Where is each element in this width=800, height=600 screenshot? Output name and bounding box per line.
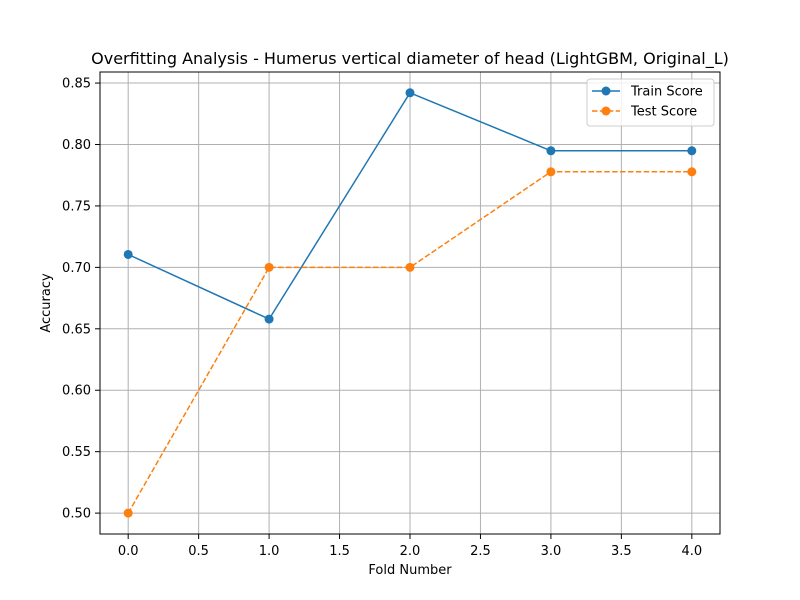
x-axis-label: Fold Number [368, 563, 452, 578]
x-tick-label: 1.0 [259, 544, 280, 559]
y-tick-label: 0.50 [62, 507, 91, 522]
train-score-point [405, 88, 415, 98]
y-tick-label: 0.60 [62, 384, 91, 399]
x-tick-label: 2.5 [470, 544, 491, 559]
train-score-point [264, 314, 274, 324]
x-axis-ticks: 0.0 0.5 1.0 1.5 2.0 2.5 3.0 3.5 4.0 [118, 534, 702, 559]
x-tick-label: 1.5 [329, 544, 350, 559]
y-tick-label: 0.55 [62, 445, 91, 460]
x-tick-label: 4.0 [681, 544, 702, 559]
y-axis-ticks: 0.50 0.55 0.60 0.65 0.70 0.75 0.80 0.85 [62, 77, 100, 522]
x-tick-label: 3.0 [541, 544, 562, 559]
train-score-point [123, 249, 133, 259]
y-tick-label: 0.85 [62, 77, 91, 92]
y-axis-label: Accuracy [39, 273, 54, 333]
chart-title: Overfitting Analysis - Humerus vertical … [91, 49, 729, 69]
x-tick-label: 3.5 [611, 544, 632, 559]
train-score-point [546, 146, 556, 156]
y-tick-label: 0.80 [62, 138, 91, 153]
x-tick-label: 0.0 [118, 544, 139, 559]
test-score-point [264, 262, 274, 272]
test-score-point [546, 167, 556, 177]
x-tick-label: 2.0 [400, 544, 421, 559]
legend-items: Train Score Test Score [592, 85, 703, 120]
y-tick-label: 0.75 [62, 199, 91, 214]
y-tick-label: 0.65 [62, 322, 91, 337]
series-lines [123, 88, 697, 518]
legend-swatch-marker [601, 86, 611, 96]
y-tick-label: 0.70 [62, 261, 91, 276]
test-score-point [687, 167, 697, 177]
train-score-point [687, 146, 697, 156]
test-score-point [405, 262, 415, 272]
legend: Train Score Test Score [586, 78, 715, 127]
legend-swatch-marker [601, 106, 611, 116]
legend-label-train-score: Train Score [630, 85, 703, 100]
test-score-point [123, 508, 133, 518]
x-tick-label: 0.5 [188, 544, 209, 559]
legend-label-test-score: Test Score [630, 105, 697, 120]
